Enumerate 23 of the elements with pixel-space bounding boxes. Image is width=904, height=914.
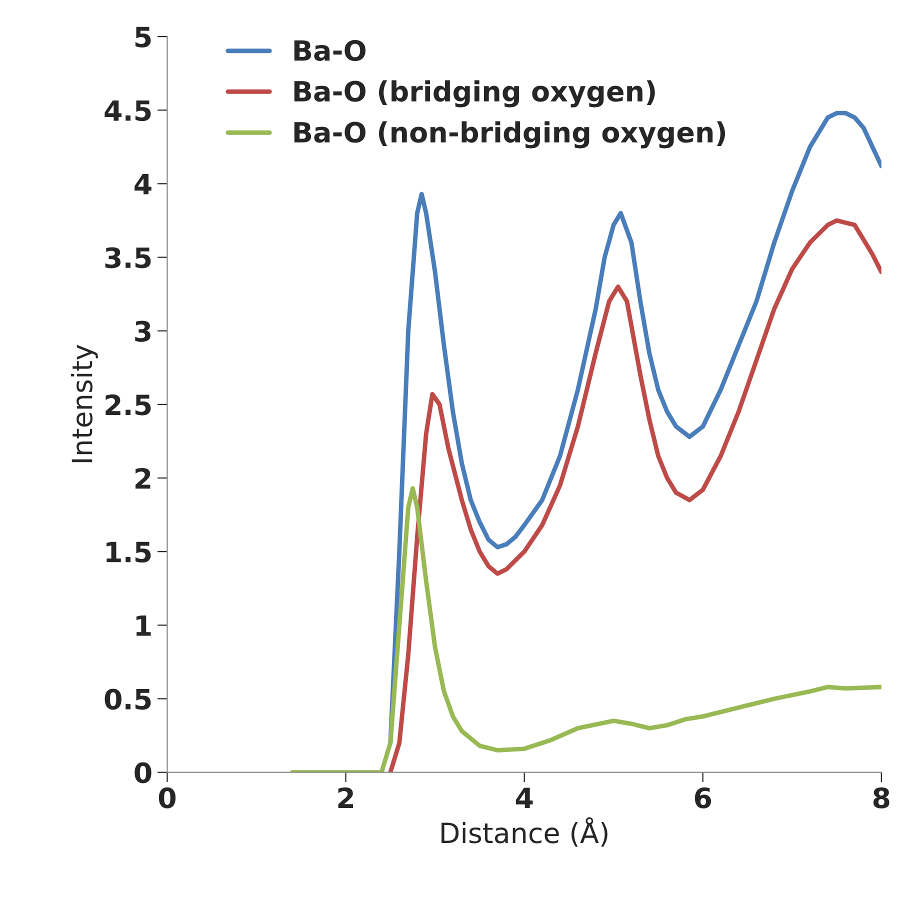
legend-label: Ba-O (non-bridging oxygen): [294, 121, 726, 148]
line-series: [290, 486, 882, 772]
y-axis-title: Intensity: [71, 344, 98, 462]
y-tick-label: 5: [135, 26, 151, 48]
x-tick-label: 0: [158, 787, 176, 808]
y-tick-label: 4: [134, 174, 152, 194]
x-tick-label: 8: [873, 787, 890, 808]
y-tick-label: 3.5: [105, 247, 151, 268]
y-tick-label: 1: [136, 615, 151, 636]
y-tick-label: 2: [136, 468, 150, 489]
x-tick-label: 4: [516, 788, 533, 808]
x-axis-title: Distance (Å): [442, 817, 608, 847]
y-tick-label: 1.5: [106, 542, 151, 563]
legend-label: Ba-O: [294, 40, 366, 61]
legend-label: Ba-O (bridging oxygen): [294, 80, 655, 108]
line-series: [388, 218, 882, 772]
x-tick-label: 2: [338, 787, 354, 808]
y-tick-label: 2.5: [106, 394, 151, 416]
x-tick-label: 6: [694, 787, 712, 808]
y-tick-label: 0: [134, 762, 152, 784]
y-tick-label: 3: [135, 320, 150, 342]
y-tick-label: 4.5: [104, 100, 151, 122]
y-tick-label: 0.5: [104, 688, 151, 710]
